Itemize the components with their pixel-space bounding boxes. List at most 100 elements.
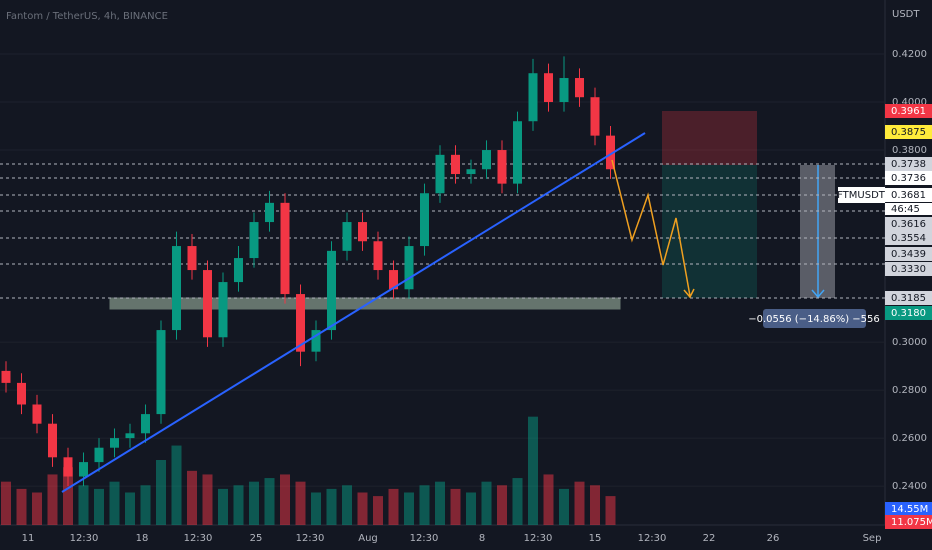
- price-badge-label: 0.3554: [891, 233, 926, 244]
- candle-body: [187, 246, 197, 271]
- symbol-badge: [838, 187, 885, 203]
- volume-bar: [466, 492, 476, 525]
- candle-body: [404, 246, 414, 290]
- price-badge: [885, 231, 932, 245]
- volume-bar: [1, 481, 11, 525]
- candle-body: [94, 447, 104, 463]
- projection-path: [611, 159, 691, 297]
- x-tick-label: 8: [479, 533, 485, 544]
- volume-bar: [543, 474, 554, 525]
- volume-bar: [94, 488, 104, 525]
- volume-bar: [264, 478, 275, 525]
- x-tick-label: 12:30: [524, 533, 553, 544]
- y-tick-label: 0.4000: [892, 97, 927, 108]
- volume-bar: [497, 485, 507, 525]
- y-tick-label: 0.2600: [892, 433, 927, 444]
- projection-arrow: [683, 288, 695, 299]
- volume-bar: [388, 488, 399, 525]
- candle-body: [358, 222, 367, 242]
- price-badge: [885, 306, 932, 320]
- price-badge-label: 0.3185: [891, 293, 926, 304]
- y-tick-label: 0.4200: [892, 49, 927, 60]
- candle-body: [156, 330, 166, 415]
- candle-body: [172, 246, 181, 331]
- candle-body: [482, 150, 491, 170]
- candle-body: [575, 78, 584, 98]
- candle-body: [435, 154, 445, 194]
- chart-title: Fantom / TetherUS, 4h, BINANCE: [6, 11, 168, 22]
- candle-body: [63, 457, 73, 477]
- price-badge: [885, 247, 932, 261]
- currency-label: USDT: [892, 9, 920, 20]
- price-badge: [885, 291, 932, 305]
- volume-bar: [450, 488, 461, 525]
- measure-label: −0.0556 (−14.86%) −556: [748, 314, 880, 325]
- candle-body: [32, 404, 42, 424]
- volume-bar: [233, 485, 244, 525]
- price-badge-label: 0.3330: [891, 264, 926, 275]
- price-badge-label: 0.3616: [891, 219, 926, 230]
- volume-bar: [311, 492, 321, 525]
- volume-badge-label: 11.075M: [891, 517, 932, 528]
- candle-body: [342, 222, 352, 251]
- candle-body: [265, 202, 274, 223]
- y-tick-label: 0.3800: [892, 145, 927, 156]
- candle-body: [327, 250, 336, 331]
- x-tick-label: 15: [589, 533, 602, 544]
- countdown-badge: [885, 203, 932, 215]
- candle-body: [389, 270, 398, 290]
- x-tick-label: 12:30: [638, 533, 667, 544]
- candle-body: [1, 370, 11, 383]
- price-badge-label: 0.3738: [891, 159, 926, 170]
- candle-body: [311, 330, 321, 352]
- volume-bar: [218, 488, 228, 525]
- stop-zone: [662, 111, 757, 165]
- target-zone: [662, 165, 757, 298]
- price-badge-label: 0.3681: [891, 190, 926, 201]
- x-tick-label: 26: [767, 533, 780, 544]
- price-badge-label: 0.3875: [891, 127, 926, 138]
- volume-bar: [574, 481, 585, 525]
- candle-body: [513, 121, 522, 184]
- volume-bar: [187, 470, 197, 525]
- volume-bar: [357, 492, 368, 525]
- x-tick-label: 22: [703, 533, 716, 544]
- candle-body: [141, 414, 150, 434]
- volume-bar: [512, 478, 523, 525]
- price-badge: [885, 262, 932, 276]
- price-badge-label: 0.3736: [891, 173, 926, 184]
- candle-body: [606, 135, 615, 170]
- price-badge: [885, 171, 932, 185]
- volume-bar: [605, 496, 616, 525]
- volume-bar: [280, 474, 290, 525]
- trend-line: [61, 132, 646, 493]
- volume-bar: [78, 485, 89, 525]
- measure-label-box: [763, 309, 866, 328]
- y-tick-label: 0.3000: [892, 337, 927, 348]
- candle-body: [203, 270, 212, 338]
- volume-bar: [202, 474, 213, 525]
- candle-body: [218, 282, 228, 338]
- y-tick-label: 0.2800: [892, 385, 927, 396]
- volume-bar: [435, 481, 445, 525]
- candle-body: [420, 193, 429, 247]
- x-tick-label: 12:30: [296, 533, 325, 544]
- volume-bar: [373, 496, 383, 525]
- volume-bar: [559, 488, 569, 525]
- volume-bar: [47, 474, 58, 525]
- symbol-label: FTMUSDT: [837, 190, 886, 201]
- x-tick-label: Aug: [358, 533, 378, 544]
- x-tick-label: Sep: [863, 533, 882, 544]
- price-badge: [885, 104, 932, 118]
- drawings-over: −0.0556 (−14.86%) −556 FTMUSDT: [61, 132, 886, 493]
- price-badge-label: 0.3961: [891, 106, 926, 117]
- price-badge: [885, 188, 932, 202]
- support-zone: [109, 297, 621, 310]
- volume-bar: [528, 416, 538, 525]
- volume-bar: [63, 467, 73, 525]
- candle-body: [528, 73, 538, 122]
- volume-bar: [32, 492, 42, 525]
- volume-bar: [295, 481, 306, 525]
